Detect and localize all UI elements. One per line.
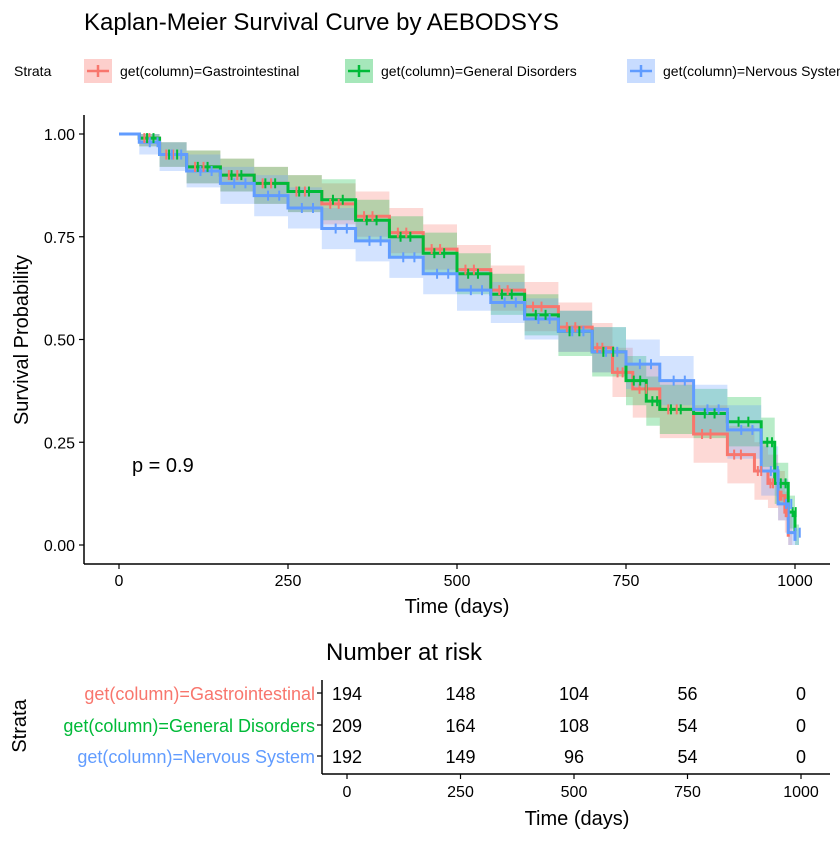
- y-tick-label: 1.00: [44, 127, 75, 144]
- y-axis-label: Survival Probability: [11, 255, 33, 425]
- x-tick-label: 1000: [777, 573, 813, 590]
- risk-count: 0: [796, 684, 806, 704]
- get-column-general-disorders-confidence-band: [119, 134, 799, 545]
- risk-row-label: get(column)=Nervous System: [77, 747, 315, 767]
- legend: Strata get(column)=Gastrointestinal get(c…: [14, 59, 840, 83]
- risk-y-axis-label: Strata: [9, 698, 31, 752]
- x-tick-label: 250: [275, 573, 302, 590]
- risk-count: 104: [559, 684, 589, 704]
- legend-label: get(column)=Gastrointestinal: [120, 63, 299, 79]
- risk-row: get(column)=General Disorders 209 164 108 54…: [63, 716, 806, 736]
- risk-count: 192: [332, 747, 362, 767]
- risk-count: 54: [677, 747, 697, 767]
- risk-count: 96: [564, 747, 584, 767]
- main-plot: 0.00 0.25 0.50 0.75 1.00 0 250 500 750 1000 p = …: [11, 115, 830, 618]
- risk-count: 108: [559, 716, 589, 736]
- get-column-gastrointestinal-survival-line: [119, 132, 790, 537]
- risk-x-tick-label: 250: [447, 784, 474, 801]
- risk-count: 194: [332, 684, 362, 704]
- risk-row-label: get(column)=Gastrointestinal: [84, 684, 315, 704]
- x-tick-label: 500: [444, 573, 471, 590]
- risk-table-title: Number at risk: [326, 639, 483, 666]
- risk-count: 148: [445, 684, 475, 704]
- censor-marks: [143, 133, 801, 538]
- risk-x-axis-ticks: 0 250 500 750 1000: [343, 774, 819, 801]
- legend-item: get(column)=Gastrointestinal: [84, 59, 299, 83]
- x-tick-label: 750: [613, 573, 640, 590]
- risk-count: 164: [445, 716, 475, 736]
- p-value-annotation: p = 0.9: [132, 455, 194, 477]
- risk-count: 0: [796, 716, 806, 736]
- risk-row-label: get(column)=General Disorders: [63, 716, 315, 736]
- legend-item: get(column)=General Disorders: [345, 59, 577, 83]
- risk-table: Number at risk get(column)=Gastrointesti…: [9, 639, 830, 830]
- chart-title: Kaplan-Meier Survival Curve by AEBODSYS: [84, 9, 559, 36]
- y-axis-ticks: 0.00 0.25 0.50 0.75 1.00: [44, 127, 84, 555]
- get-column-nervous-system-confidence-band: [119, 134, 799, 545]
- legend-label: get(column)=Nervous System: [663, 63, 840, 79]
- legend-label: get(column)=General Disorders: [381, 63, 577, 79]
- y-tick-label: 0.75: [44, 230, 75, 247]
- get-column-nervous-system-survival-line: [119, 132, 797, 541]
- y-tick-label: 0.00: [44, 538, 75, 555]
- y-tick-label: 0.50: [44, 333, 75, 350]
- risk-x-axis-label: Time (days): [525, 808, 630, 830]
- risk-count: 0: [796, 747, 806, 767]
- risk-count: 209: [332, 716, 362, 736]
- risk-row: get(column)=Gastrointestinal 194 148 104 56 0: [84, 684, 806, 704]
- risk-x-tick-label: 750: [674, 784, 701, 801]
- risk-count: 54: [677, 716, 697, 736]
- confidence-bands: [119, 134, 799, 545]
- risk-x-tick-label: 500: [561, 784, 588, 801]
- risk-x-tick-label: 1000: [783, 784, 819, 801]
- x-tick-label: 0: [115, 573, 124, 590]
- legend-title: Strata: [14, 63, 52, 79]
- risk-x-tick-label: 0: [343, 784, 352, 801]
- x-axis-label: Time (days): [405, 596, 510, 618]
- risk-row: get(column)=Nervous System 192 149 96 54 0: [77, 747, 806, 767]
- risk-count: 149: [445, 747, 475, 767]
- x-axis-ticks: 0 250 500 750 1000: [115, 564, 813, 590]
- y-tick-label: 0.25: [44, 435, 75, 452]
- legend-item: get(column)=Nervous System: [627, 59, 840, 83]
- risk-count: 56: [677, 684, 697, 704]
- get-column-gastrointestinal-confidence-band: [119, 134, 793, 545]
